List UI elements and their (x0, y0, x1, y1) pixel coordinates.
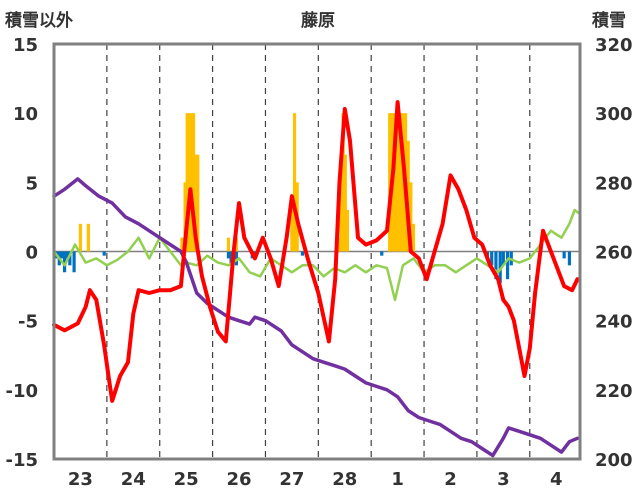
precip-positive-bar (343, 154, 347, 252)
precip-negative-bar (234, 251, 238, 266)
y-right-tick-label: 220 (595, 381, 633, 402)
y-right-tick-label: 260 (595, 243, 633, 264)
x-tick-label: 28 (332, 469, 357, 490)
precip-negative-bar (62, 251, 67, 273)
precip-positive-bar (409, 182, 413, 252)
y-left-tick-label: 5 (25, 173, 38, 194)
precip-negative-bar (490, 251, 494, 266)
precip-positive-bar (411, 223, 416, 252)
wind-series-line (52, 208, 580, 302)
x-tick-label: 27 (279, 469, 304, 490)
x-tick-label: 3 (497, 469, 510, 490)
y-right-tick-label: 300 (595, 104, 633, 125)
precip-positive-bar (401, 113, 405, 252)
precip-positive-bar (86, 223, 90, 252)
x-tick-label: 26 (226, 469, 251, 490)
y-right-tick-label: 320 (595, 35, 633, 56)
precip-positive-bar (189, 113, 194, 252)
precip-positive-bar (290, 196, 294, 252)
x-tick-label: 24 (121, 469, 146, 490)
x-tick-label: 25 (174, 469, 199, 490)
precip-positive-bar (393, 113, 397, 252)
precip-negative-bar (65, 251, 69, 259)
precip-positive-bar (339, 168, 343, 252)
precip-positive-bar (226, 237, 231, 252)
y-left-tick-label: -15 (5, 450, 38, 471)
chart-title: 藤原 (301, 11, 335, 31)
x-tick-label: 4 (550, 469, 563, 490)
precip-negative-bar (68, 251, 72, 266)
series-line-layer (52, 100, 580, 458)
precip-positive-bar (187, 113, 191, 252)
snow-depth-series-line (52, 177, 580, 458)
precip-positive-bar (292, 113, 297, 252)
y-axis-right-title: 積雪 (592, 10, 626, 31)
precip-negative-bar (498, 251, 502, 284)
precip-negative-bar (60, 251, 64, 259)
precip-positive-bar (185, 113, 189, 252)
precip-negative-bar (494, 251, 498, 280)
precip-positive-bar (341, 113, 345, 252)
precip-positive-bar (180, 237, 184, 252)
y-left-tick-label: 0 (25, 243, 38, 264)
y-left-tick-label: 15 (13, 35, 38, 56)
y-right-tick-label: 240 (595, 312, 633, 333)
precip-negative-bar (567, 251, 572, 266)
precip-negative-bar (102, 251, 106, 256)
frame-layer (52, 42, 582, 461)
precip-positive-bar (196, 154, 200, 252)
precip-positive-bar (78, 223, 83, 252)
precip-negative-bar (300, 251, 305, 256)
x-tick-label: 23 (68, 469, 93, 490)
precip-negative-bar (380, 251, 384, 256)
precip-positive-bar (388, 113, 392, 252)
precip-positive-bar (183, 182, 187, 252)
y-axis-left-title: 積雪以外 (5, 10, 73, 31)
y-left-tick-label: -10 (5, 381, 38, 402)
plot-frame (52, 42, 582, 461)
precip-negative-bar (562, 251, 566, 259)
precip-negative-bar (226, 251, 231, 259)
precip-negative-bar (72, 251, 76, 273)
precip-negative-bar (505, 251, 510, 280)
x-tick-label: 1 (391, 469, 404, 490)
x-tick-label: 2 (444, 469, 457, 490)
temperature-series-line (52, 100, 580, 403)
grid-layer (54, 44, 580, 459)
y-right-tick-label: 200 (595, 450, 633, 471)
precip-negative-bar (501, 251, 505, 266)
precip-positive-bar (398, 113, 402, 252)
precip-positive-bar (396, 113, 400, 252)
y-left-tick-label: -5 (18, 312, 38, 333)
y-right-tick-label: 280 (595, 173, 633, 194)
precip-positive-bar (345, 210, 349, 252)
precip-positive-bar (191, 113, 196, 252)
precip-positive-bar (194, 154, 198, 252)
y-left-tick-label: 10 (13, 104, 38, 125)
precip-bar-layer (55, 113, 572, 284)
